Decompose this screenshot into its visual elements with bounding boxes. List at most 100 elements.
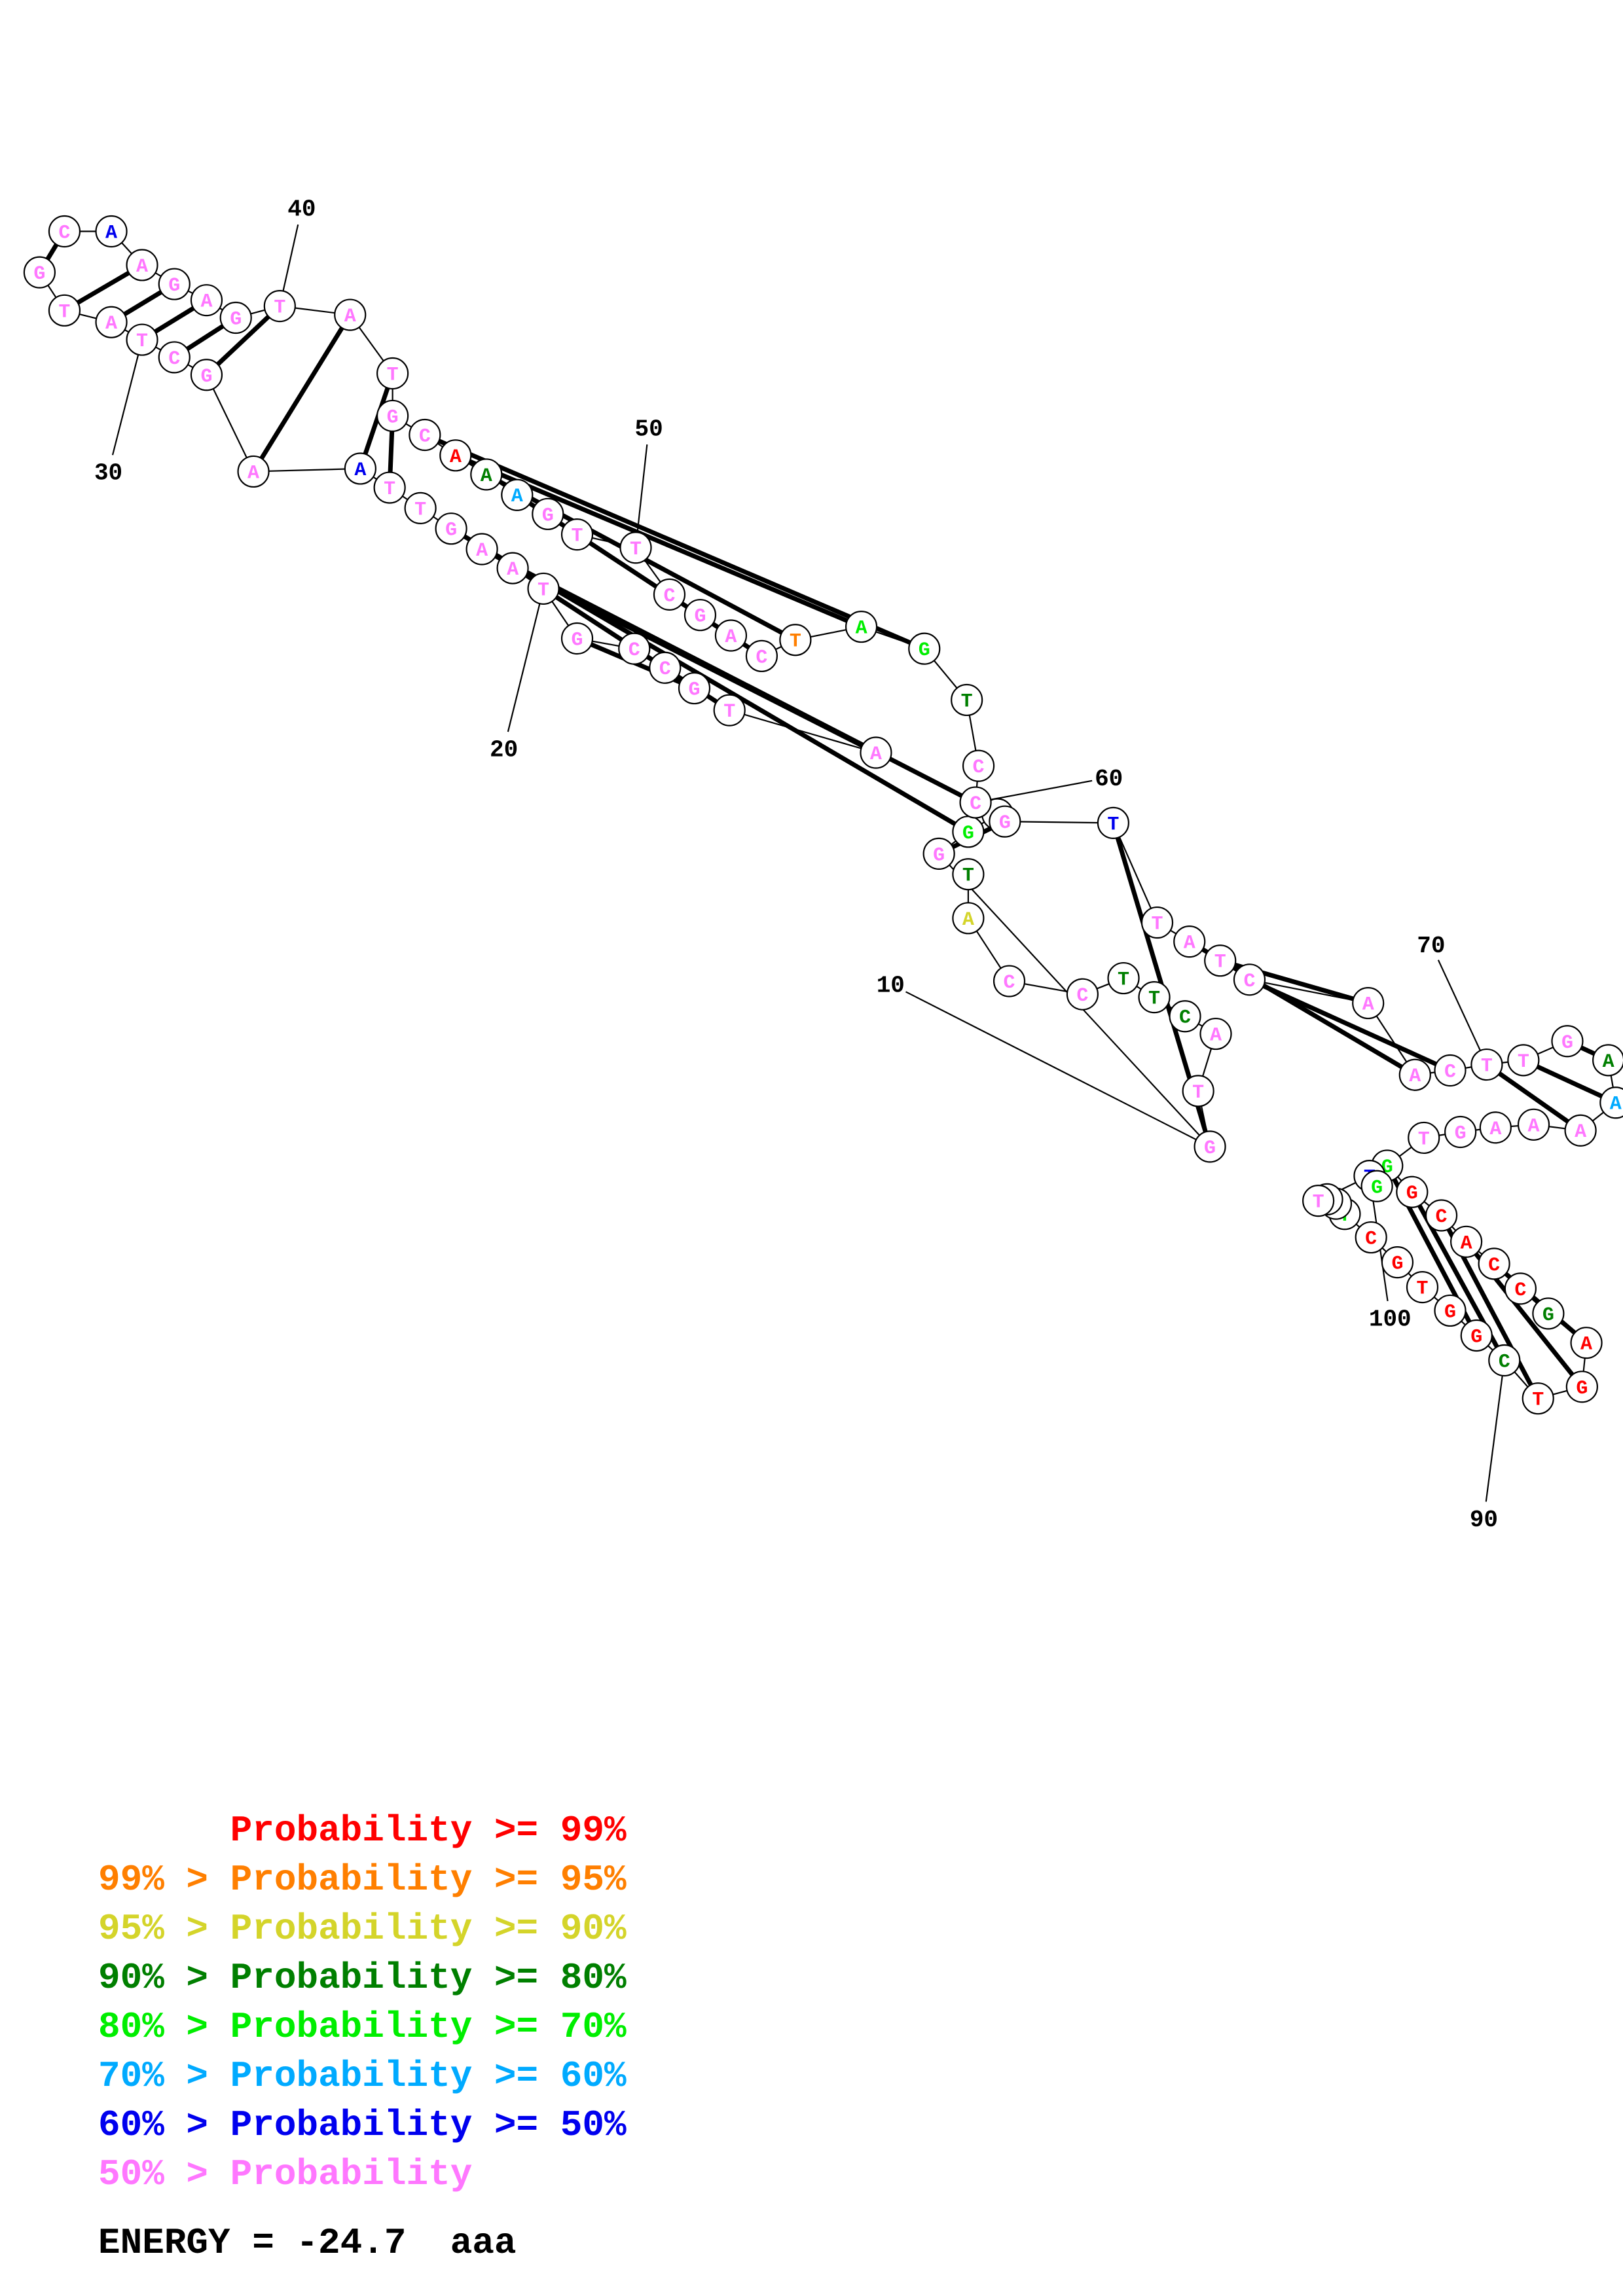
legend-label: Probability [230,2055,473,2097]
position-label: 70 [1417,933,1445,960]
nucleotide-letter: T [384,478,395,501]
nucleotide-letter: A [725,626,737,649]
position-label: 60 [1095,766,1123,793]
nucleotide: G [23,256,56,289]
nucleotide-circle [496,552,529,584]
nucleotide-letter: G [1204,1138,1216,1160]
nucleotide-circle [1522,1382,1554,1415]
nucleotide-circle [1107,961,1140,995]
nucleotide: T [779,624,812,656]
nucleotide-letter: T [274,297,285,319]
nucleotide-circle [1470,1048,1503,1081]
legend-lower-bound: 50% > [98,2153,230,2195]
nucleotide-letter: T [136,331,148,353]
nucleotide: A [952,902,985,935]
nucleotide-circle [158,268,191,300]
nucleotide-letter: A [1210,1025,1222,1047]
nucleotide: T [1138,981,1171,1014]
legend-upper-bound: >= 50% [472,2104,627,2146]
nucleotide: C [1355,1221,1387,1254]
nucleotide-letter: T [1107,814,1119,836]
nucleotide-circle [1352,987,1385,1020]
nucleotide-circle [470,458,503,491]
nucleotide-letter: T [414,499,426,521]
nucleotide-circle [952,902,985,935]
nucleotide: T [1406,1271,1439,1304]
nucleotide: G [1360,1170,1393,1202]
nucleotide-letter: C [1179,1007,1191,1030]
nucleotide: A [190,284,223,317]
nucleotide-circle [959,786,992,819]
nucleotide: T [373,471,406,504]
nucleotide: G [989,805,1021,838]
legend-upper-bound: >= 70% [472,2006,627,2048]
base-pair-bond [251,314,352,473]
nucleotide-letter: C [756,647,767,669]
nucleotide: C [158,341,191,374]
nucleotide: C [1233,963,1266,996]
nucleotide: C [48,215,81,248]
nucleotide: C [962,749,995,782]
nucleotide-letter: G [1455,1122,1467,1145]
nucleotide: T [376,357,409,390]
legend-lower-bound: 99% > [98,1859,230,1901]
base-pair-bond [511,565,877,755]
nucleotide-letter: G [1470,1326,1482,1348]
legend-row: 80% > Probability >= 70% [98,2003,753,2052]
nucleotide-letter: T [962,865,974,888]
nucleotide-circle [219,301,252,334]
position-tick [1437,960,1487,1066]
legend-label: Probability [230,1957,473,1999]
nucleotide: T [1522,1382,1554,1415]
nucleotide-letter: C [1488,1255,1500,1277]
nucleotide-letter: A [476,540,488,562]
nucleotide-circle [962,749,995,782]
nucleotide-circle [684,599,717,632]
nucleotide: G [1460,1319,1493,1352]
nucleotide: G [684,599,717,632]
nucleotide-circle [845,610,878,643]
base-pair-bond [205,304,282,377]
nucleotide-letter: A [200,291,212,314]
nucleotide-letter: G [919,639,930,662]
legend-lower-bound: 80% > [98,2006,230,2048]
nucleotide-letter: T [1148,988,1160,1011]
nucleotide-letter: C [629,639,640,662]
nucleotide-circle [1355,1221,1387,1254]
nucleotide-letter: T [1481,1056,1493,1078]
nucleotide-letter: T [1313,1192,1324,1214]
nucleotide: G [922,837,955,870]
nucleotide-circle [1434,1054,1467,1087]
nucleotide: G [1434,1294,1467,1327]
nucleotide-circle [745,639,778,672]
nucleotide-circle [465,533,498,565]
nucleotide: G [908,632,941,665]
nucleotide-circle [678,672,711,705]
nucleotide-letter: G [1444,1301,1456,1323]
nucleotide-circle [334,298,367,331]
nucleotide: A [1479,1111,1512,1144]
nucleotide-letter: C [973,757,985,779]
nucleotide-circle [435,512,467,545]
nucleotide-letter: A [450,446,462,469]
nucleotide-circle [1444,1115,1477,1149]
nucleotide: A [1599,1086,1623,1119]
nucleotide-letter: A [344,306,356,328]
base-pair-bond [1485,1062,1582,1133]
nucleotide-letter: G [230,309,242,331]
nucleotide-circle [95,215,128,248]
legend-row: 60% > Probability >= 50% [98,2101,753,2150]
nucleotide-circle [95,306,128,338]
nucleotide-letter: C [168,348,180,370]
nucleotide-letter: C [419,425,431,448]
nucleotide: T [1140,906,1174,939]
nucleotide-letter: C [58,223,70,245]
nucleotide: G [532,497,564,530]
nucleotide-circle [1488,1344,1521,1377]
nucleotide: T [48,294,81,327]
nucleotide-letter: A [856,618,867,640]
nucleotide-letter: C [1243,971,1255,993]
legend-lower-bound: 90% > [98,1957,230,1999]
nucleotide-letter: G [689,679,701,702]
nucleotide-circle [1398,1058,1431,1091]
